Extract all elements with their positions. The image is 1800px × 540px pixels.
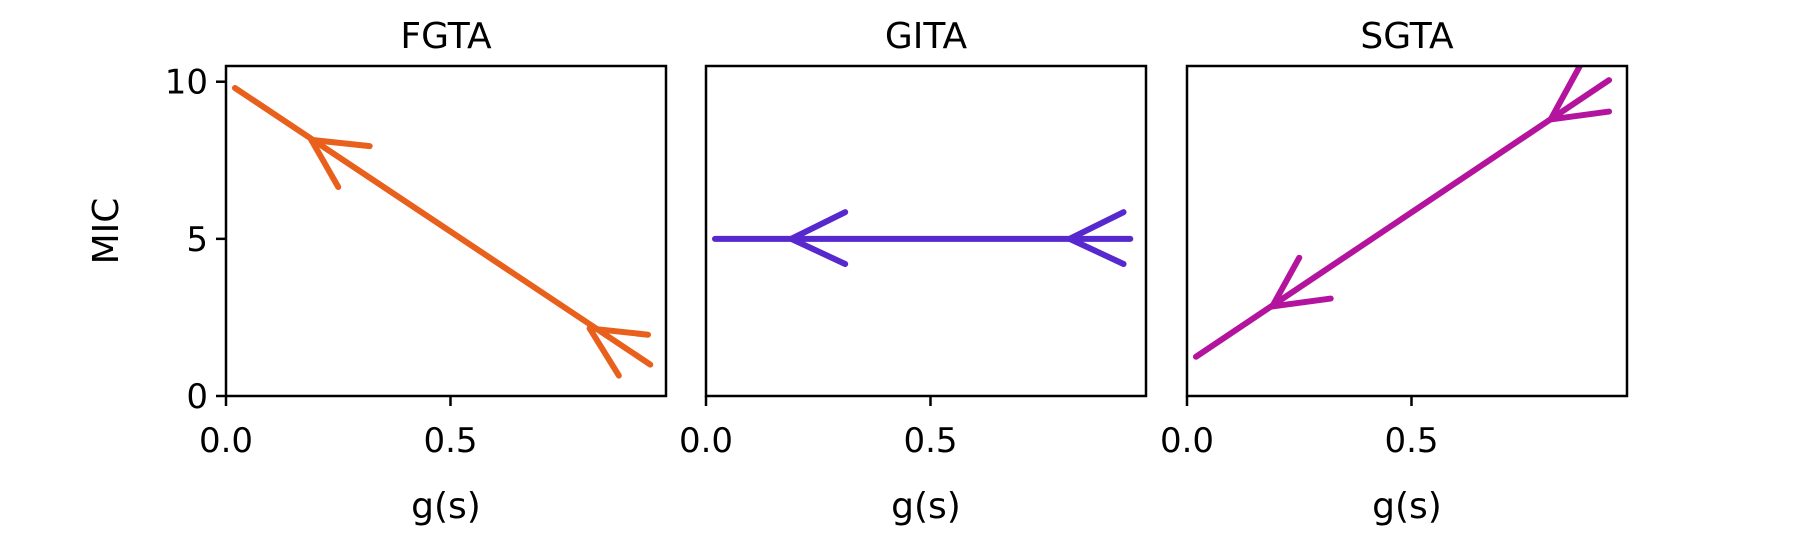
axes-frame <box>704 64 1148 398</box>
arrowhead-arm <box>1547 108 1613 123</box>
data-marks <box>231 85 654 379</box>
panel-title: FGTA <box>400 16 492 57</box>
arrowhead-arm <box>586 325 622 379</box>
axes-frame <box>224 64 668 398</box>
panel-title: GITA <box>885 16 968 57</box>
x-tick-label: 0.5 <box>423 421 477 461</box>
series-line <box>1192 77 1613 360</box>
data-marks <box>711 209 1134 267</box>
y-tick-label: 5 <box>186 220 208 260</box>
panel-fgta: 0.0 0.5 0 5 10 FGTA g(s) MIC <box>86 16 668 527</box>
x-tick-label: 0.5 <box>903 421 957 461</box>
y-tick-label: 0 <box>186 377 208 417</box>
arrowhead-arm <box>1269 295 1334 310</box>
panel-title: SGTA <box>1360 16 1454 57</box>
arrowhead-arm <box>308 136 373 150</box>
arrowhead-arm <box>308 136 342 190</box>
arrowhead-arm <box>788 209 849 242</box>
arrowhead-arm <box>1066 235 1127 267</box>
arrowhead-arm <box>1066 209 1127 242</box>
axes-frame <box>1185 64 1629 398</box>
x-tick-label: 0.0 <box>199 421 253 461</box>
x-axis-label: g(s) <box>1372 486 1442 527</box>
x-tick-label: 0.5 <box>1384 421 1438 461</box>
series-line <box>231 85 654 368</box>
panel-sgta: 0.0 0.5 SGTA g(s) <box>1160 16 1629 527</box>
x-axis-label: g(s) <box>411 486 481 527</box>
panel-gita: 0.0 0.5 GITA g(s) <box>679 16 1148 527</box>
y-tick-label: 10 <box>165 63 208 103</box>
arrowhead-arm <box>788 235 849 267</box>
x-tick-label: 0.0 <box>679 421 733 461</box>
data-marks <box>1192 66 1613 360</box>
x-tick-label: 0.0 <box>1160 421 1214 461</box>
arrowhead-arm <box>1547 66 1583 123</box>
arrowhead-arm <box>1269 254 1303 310</box>
x-axis-label: g(s) <box>891 486 961 527</box>
arrowhead-arm <box>586 325 652 338</box>
y-axis-label: MIC <box>86 198 127 265</box>
